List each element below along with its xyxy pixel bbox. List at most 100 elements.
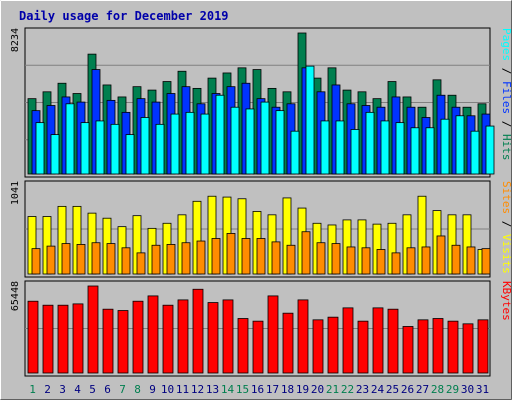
- day-label-19: 19: [296, 383, 309, 396]
- panels: 8234 Pages / Files / Hits 1041 Sites / Visi…: [10, 27, 512, 377]
- legend-hits-files-pages: Pages / Files / Hits: [500, 28, 512, 161]
- bar-sites-day-10: [166, 244, 176, 275]
- legend-separator: /: [500, 114, 512, 134]
- bar-sites-day-6: [106, 243, 116, 275]
- bar-kbytes-day-25: [387, 308, 399, 374]
- bar-kbytes-day-31: [477, 319, 489, 374]
- bar-sites-day-16: [256, 238, 266, 275]
- day-label-12: 12: [191, 383, 204, 396]
- bar-pages-day-16: [260, 101, 270, 175]
- legend-pages: Pages: [500, 28, 512, 61]
- legend-files: Files: [500, 81, 512, 114]
- bar-sites-day-8: [136, 252, 146, 275]
- panel-visits-sites: 1041 Sites / Visits: [10, 180, 512, 278]
- bar-kbytes-day-12: [192, 288, 204, 374]
- bar-sites-day-17: [271, 241, 281, 275]
- bar-sites-day-19: [301, 231, 311, 275]
- bar-sites-day-7: [121, 247, 131, 275]
- bar-kbytes-day-29: [447, 320, 459, 374]
- day-label-16: 16: [251, 383, 264, 396]
- bar-sites-day-5: [91, 242, 101, 275]
- bar-pages-day-7: [125, 134, 135, 175]
- bar-kbytes-day-3: [57, 304, 69, 374]
- bar-kbytes-day-15: [237, 318, 249, 374]
- day-label-10: 10: [161, 383, 174, 396]
- bar-pages-day-28: [440, 118, 450, 175]
- bar-sites-day-4: [76, 244, 86, 275]
- day-labels: 1 2 3 4 5 6 7 8 9 10 11 12 13 14 15 16 17 18 19 20 21 22 23 24 2…: [29, 383, 489, 396]
- day-label-20: 20: [311, 383, 324, 396]
- day-label-1: 1: [29, 383, 36, 396]
- day-label-9: 9: [149, 383, 156, 396]
- bar-pages-day-13: [215, 94, 225, 175]
- bar-pages-day-30: [470, 130, 480, 175]
- day-label-26: 26: [401, 383, 414, 396]
- ymax-label: 8234: [10, 28, 21, 52]
- bar-pages-day-26: [410, 127, 420, 175]
- bar-sites-day-9: [151, 244, 161, 275]
- bar-sites-day-25: [391, 252, 401, 275]
- bar-kbytes-day-23: [357, 320, 369, 374]
- bar-sites-day-1: [31, 248, 41, 275]
- bar-sites-day-15: [241, 238, 251, 275]
- bar-pages-day-29: [455, 115, 465, 175]
- day-label-11: 11: [176, 383, 189, 396]
- bar-sites-day-11: [181, 242, 191, 275]
- bar-kbytes-day-19: [297, 299, 309, 374]
- bar-sites-day-27: [421, 246, 431, 275]
- bar-sites-day-21: [331, 243, 341, 275]
- bar-sites-day-23: [361, 247, 371, 275]
- bar-kbytes-day-1: [27, 300, 39, 374]
- legend-visits-sites: Sites / Visits: [500, 181, 512, 274]
- bar-pages-day-22: [350, 129, 360, 175]
- bar-sites-day-13: [211, 238, 221, 275]
- bar-kbytes-day-5: [87, 285, 99, 374]
- bar-kbytes-day-24: [372, 307, 384, 374]
- bar-pages-day-19: [305, 65, 315, 175]
- bar-sites-day-24: [376, 249, 386, 275]
- bar-sites-day-22: [346, 246, 356, 275]
- bar-kbytes-day-20: [312, 319, 324, 374]
- day-label-31: 31: [476, 383, 489, 396]
- bar-kbytes-day-28: [432, 318, 444, 374]
- bar-kbytes-day-2: [42, 304, 54, 374]
- bar-pages-day-1: [35, 122, 45, 175]
- bar-sites-day-2: [46, 245, 56, 275]
- day-label-29: 29: [446, 383, 459, 396]
- bar-kbytes-day-6: [102, 308, 114, 374]
- bar-sites-day-28: [436, 235, 446, 275]
- day-label-6: 6: [104, 383, 111, 396]
- ymax-label: 65448: [10, 281, 21, 311]
- bar-kbytes-day-16: [252, 320, 264, 374]
- bar-pages-day-18: [290, 130, 300, 175]
- bar-pages-day-2: [50, 134, 60, 175]
- bar-pages-day-14: [230, 106, 240, 175]
- bar-pages-day-21: [335, 120, 345, 175]
- bar-kbytes-day-14: [222, 299, 234, 374]
- day-label-25: 25: [386, 383, 399, 396]
- bar-pages-day-27: [425, 127, 435, 175]
- bar-sites-day-30: [466, 246, 476, 275]
- day-label-7: 7: [119, 383, 126, 396]
- bar-pages-day-11: [185, 111, 195, 175]
- day-label-13: 13: [206, 383, 219, 396]
- day-label-18: 18: [281, 383, 294, 396]
- bar-kbytes-day-8: [132, 300, 144, 374]
- bar-sites-day-14: [226, 233, 236, 275]
- bar-pages-day-23: [365, 111, 375, 175]
- day-label-4: 4: [74, 383, 81, 396]
- legend-hits: Hits: [500, 134, 512, 161]
- panel-hits-files-pages: 8234 Pages / Files / Hits: [10, 27, 512, 178]
- bar-kbytes-day-17: [267, 295, 279, 374]
- bar-pages-day-5: [95, 120, 105, 175]
- day-label-21: 21: [326, 383, 339, 396]
- bar-pages-day-31: [485, 125, 495, 175]
- legend-kbytes: KBytes: [500, 281, 512, 321]
- day-label-5: 5: [89, 383, 96, 396]
- legend-separator: /: [500, 61, 512, 81]
- day-label-30: 30: [461, 383, 474, 396]
- panel-kbytes: 65448 KBytes: [10, 280, 512, 377]
- bar-kbytes-day-30: [462, 323, 474, 374]
- bar-pages-day-12: [200, 113, 210, 175]
